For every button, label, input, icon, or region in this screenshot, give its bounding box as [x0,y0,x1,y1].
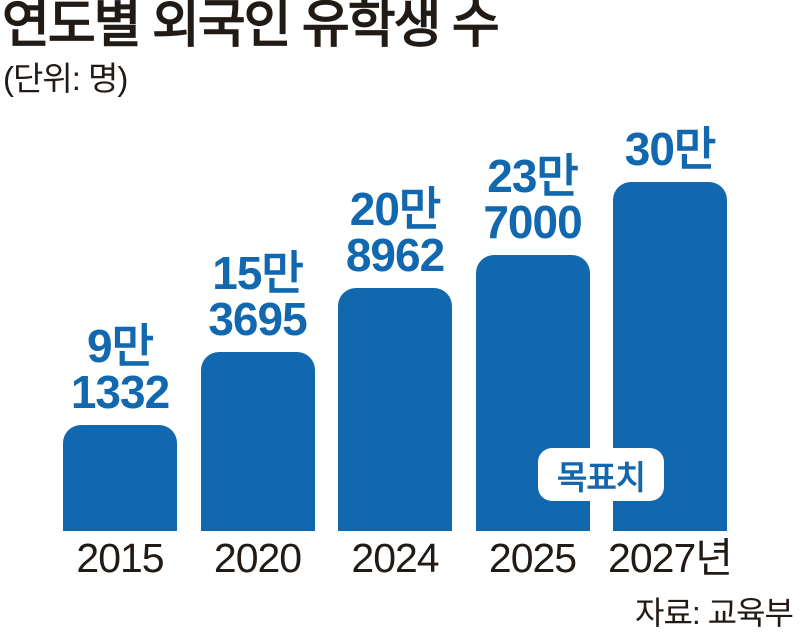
unit-label: (단위: 명) [3,60,128,97]
source-credit: 자료: 교육부 [635,595,794,631]
value-label-line: 1332 [70,366,170,418]
value-label-line: 23만 [487,150,579,202]
x-axis-label-2020: 2020 [213,535,302,581]
value-label-2027년: 30만 [550,126,790,172]
value-label-line: 20만 [349,183,442,235]
x-axis-label-2027년: 2027년 [608,535,733,581]
value-label-line: 3695 [208,293,307,345]
target-badge: 목표치 [538,448,664,501]
value-label-line: 15만 [212,247,304,299]
bar-2024 [338,288,452,531]
bar-2015 [63,425,177,531]
value-label-line: 30만 [624,123,717,175]
value-label-line: 7000 [483,196,582,248]
value-label-2024: 20만 8962 [275,186,515,278]
x-axis-label-2025: 2025 [488,535,577,581]
value-label-line: 9만 [87,320,154,372]
value-label-2025: 23만 7000 [413,153,653,245]
value-label-2020: 15만 3695 [138,250,378,342]
x-axis-label-2024: 2024 [351,535,439,581]
chart-title: 연도별 외국인 유학생 수 [2,0,500,54]
bar-2020 [200,352,315,531]
value-label-line: 8962 [345,229,445,281]
x-axis-label-2015: 2015 [76,535,164,581]
value-label-2015: 9만 1332 [0,323,240,415]
